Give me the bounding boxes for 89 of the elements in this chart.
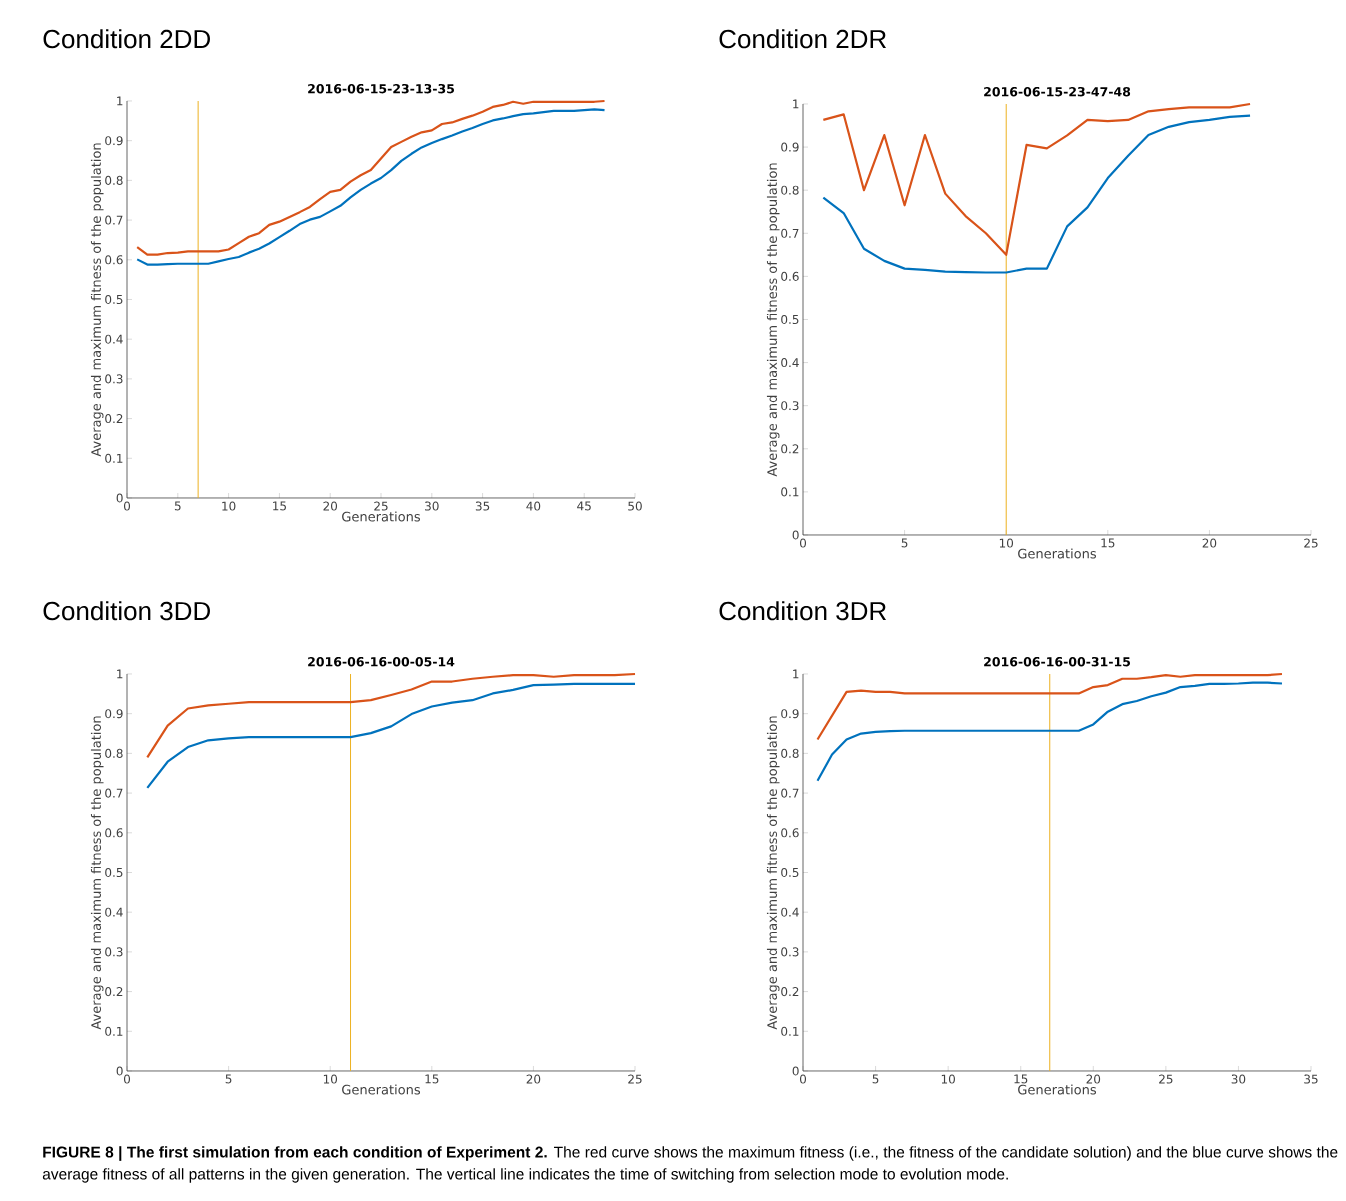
y-tick-label: 1 [117,96,123,106]
y-tick-label: 0 [792,1066,799,1076]
x-tick-label: 25 [374,501,388,511]
x-tick-label: 15 [1101,538,1115,548]
y-tick-label: 0.4 [105,907,123,917]
x-tick-label: 5 [225,1074,232,1084]
y-axis-title: Average and maximum fitness of the population [766,716,780,1030]
y-tick-label: 0.3 [105,947,123,957]
y-tick-label: 0.2 [781,987,799,997]
x-axis-title: Generations [342,1084,421,1095]
y-tick-label: 0.8 [105,175,123,185]
chart-title: Condition 3DD [43,601,210,621]
x-tick-label: 20 [1202,538,1217,548]
y-tick-label: 0.7 [781,228,799,238]
chart-title: Condition 3DR [719,601,887,621]
x-tick-label: 10 [323,1074,338,1084]
x-tick-label: 50 [628,501,642,511]
y-tick-label: 0.3 [781,947,799,957]
y-tick-label: 0.1 [105,453,123,463]
x-axis-title: Generations [1018,1084,1097,1095]
x-axis-title: Generations [1018,548,1097,559]
y-tick-label: 0.9 [105,136,123,146]
y-tick-label: 0.9 [781,709,799,719]
y-tick-label: 0.1 [781,487,799,497]
y-tick-label: 0.9 [105,709,123,719]
y-tick-label: 0.7 [105,788,123,798]
x-tick-label: 15 [273,501,286,511]
y-tick-label: 0.5 [105,867,123,878]
x-axis-title: Generations [342,511,421,522]
y-tick-label: 1 [793,99,799,109]
y-tick-label: 0.4 [781,907,799,917]
x-tick-label: 10 [222,501,236,511]
x-tick-label: 45 [577,501,591,511]
x-tick-label: 20 [526,1074,541,1084]
y-tick-label: 0 [116,1066,123,1076]
y-tick-label: 0.2 [105,987,123,997]
chart-subtitle: 2016-06-15-23-13-35 [308,83,455,94]
y-tick-label: 0.5 [781,314,799,325]
x-tick-label: 5 [872,1074,879,1084]
line-series [822,114,1252,274]
y-tick-label: 0.2 [105,414,123,424]
x-tick-label: 15 [425,1074,439,1084]
text: FIGURE 8 | The first simulation from each condition of Experiment 2. The red curve shows the maximum fitness (i.e., the fitness of the candidate solution) and the blue curve shows the average fitness of all patterns in the given generation. The vertical line indicates the time of switching from selection mode to evolution mode. [42,1146,1338,1183]
x-tick-label: 5 [174,501,181,511]
y-tick-label: 0.1 [105,1026,123,1036]
chart-subtitle: 2016-06-16-00-31-15 [984,656,1131,667]
x-tick-label: 10 [941,1074,955,1084]
y-tick-label: 0.5 [781,867,799,878]
y-tick-label: 0.7 [105,215,123,225]
x-tick-label: 25 [1159,1074,1173,1084]
y-tick-label: 0.4 [105,334,123,344]
x-tick-label: 35 [475,501,490,511]
y-tick-label: 1 [793,669,799,679]
x-tick-label: 20 [323,501,338,511]
y-tick-label: 0 [792,530,799,540]
chart-title: Condition 2DR [719,29,887,49]
y-tick-label: 0.8 [781,185,799,195]
x-tick-label: 25 [628,1074,642,1084]
x-tick-label: 10 [999,538,1014,548]
y-tick-label: 0.8 [781,748,799,758]
y-axis-title: Average and maximum fitness of the population [766,163,780,477]
y-tick-label: 0.7 [781,788,799,798]
x-tick-label: 5 [901,538,908,548]
y-tick-label: 0.1 [781,1026,799,1036]
y-tick-label: 0 [116,493,123,503]
y-tick-label: 0.6 [105,255,123,265]
y-tick-label: 0.6 [781,828,799,838]
x-tick-label: 30 [425,501,439,511]
x-tick-label: 35 [1304,1074,1318,1084]
y-tick-label: 0.2 [781,444,799,454]
y-axis-title: Average and maximum fitness of the population [90,716,104,1030]
y-tick-label: 0.6 [781,271,799,281]
x-tick-label: 30 [1231,1074,1246,1084]
y-tick-label: 0.3 [781,401,799,411]
y-tick-label: 0.6 [105,828,123,838]
y-axis-title: Average and maximum fitness of the population [90,143,104,457]
y-tick-label: 0.5 [105,294,123,305]
chart-title: Condition 2DD [43,29,210,49]
chart-subtitle: 2016-06-15-23-47-48 [984,86,1131,97]
y-tick-label: 0.9 [781,142,799,152]
chart-subtitle: 2016-06-16-00-05-14 [308,656,455,667]
y-tick-label: 1 [117,669,123,679]
x-tick-label: 15 [1014,1074,1028,1084]
x-tick-label: 25 [1304,538,1318,548]
y-tick-label: 0.8 [105,748,123,758]
y-tick-label: 0.4 [781,358,799,368]
y-tick-label: 0.3 [105,374,123,384]
x-tick-label: 40 [526,501,541,511]
x-tick-label: 20 [1086,1074,1101,1084]
